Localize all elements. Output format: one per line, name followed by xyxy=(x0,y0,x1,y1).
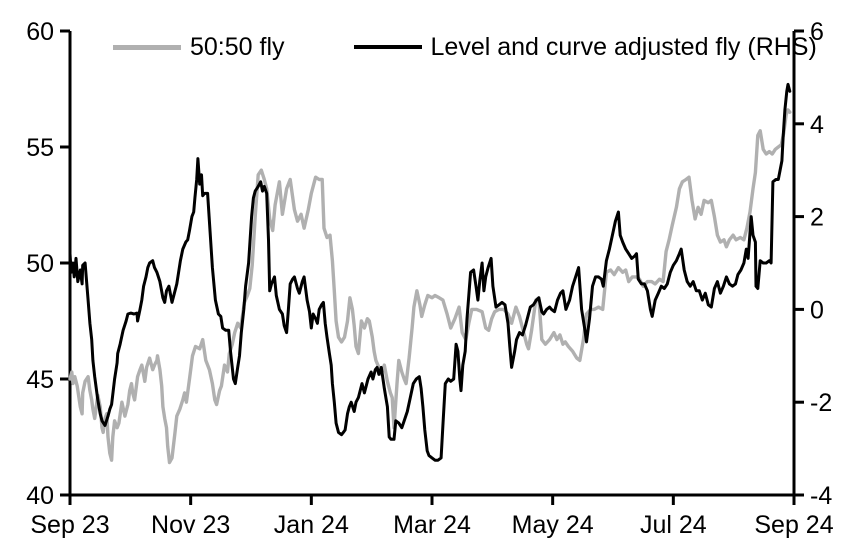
legend-item-level-curve-adjusted-fly: Level and curve adjusted fly (RHS) xyxy=(353,32,817,61)
right-axis-tick-label: 0 xyxy=(810,296,824,324)
right-axis-tick-label: 6 xyxy=(810,18,824,46)
chart-legend: 50:50 fly Level and curve adjusted fly (… xyxy=(113,31,817,63)
left-axis-tick-label: 40 xyxy=(26,482,54,510)
x-axis-tick-label: Jul 24 xyxy=(640,511,707,539)
x-axis-tick-label: Nov 23 xyxy=(151,511,230,539)
right-axis-tick-label: -4 xyxy=(810,482,832,510)
right-axis-tick-label: -2 xyxy=(810,389,832,417)
left-axis-tick-label: 45 xyxy=(26,366,54,394)
right-axis-tick-label: 4 xyxy=(810,111,824,139)
series-line-fifty-fifty-fly xyxy=(68,108,792,465)
left-axis-tick-label: 55 xyxy=(26,134,54,162)
legend-label-5050-fly: 50:50 fly xyxy=(190,32,285,61)
left-axis-tick-label: 50 xyxy=(26,250,54,278)
x-axis-tick-label: Sep 23 xyxy=(30,511,109,539)
legend-item-5050-fly: 50:50 fly xyxy=(113,32,285,61)
legend-line-swatch-gray xyxy=(113,44,181,50)
x-axis-tick-label: May 24 xyxy=(512,511,594,539)
left-axis-tick-label: 60 xyxy=(26,18,54,46)
x-axis-tick-label: Sep 24 xyxy=(754,511,833,539)
series-line-level-curve-adjusted-fly-rhs xyxy=(68,82,792,462)
x-axis-tick-label: Mar 24 xyxy=(393,511,471,539)
x-axis-tick-label: Jan 24 xyxy=(274,511,349,539)
legend-label-level-curve-adjusted-fly: Level and curve adjusted fly (RHS) xyxy=(430,32,817,61)
legend-line-swatch-black xyxy=(353,45,422,49)
right-axis-tick-label: 2 xyxy=(810,204,824,232)
